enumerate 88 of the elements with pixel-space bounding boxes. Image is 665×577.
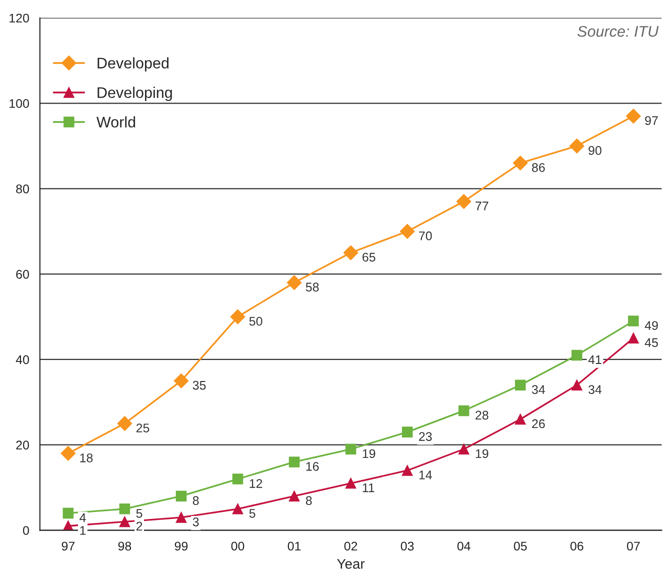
data-label: 11 (362, 483, 374, 492)
data-label: 50 (249, 316, 262, 326)
data-label: 18 (80, 453, 93, 462)
x-tick-label: 04 (457, 542, 470, 551)
point (230, 309, 246, 324)
point (628, 316, 639, 326)
point (288, 490, 300, 502)
legend-label: World (96, 116, 136, 128)
point (458, 405, 470, 416)
point (514, 380, 526, 390)
point (286, 275, 302, 290)
point (119, 516, 130, 528)
point (569, 138, 584, 154)
y-tick-label: 20 (16, 440, 29, 450)
data-label: 25 (136, 424, 150, 432)
data-label: 5 (249, 509, 256, 518)
y-tick-label: 0 (23, 526, 29, 535)
point (626, 108, 641, 124)
data-label: 2 (136, 522, 142, 531)
data-label: 14 (419, 470, 432, 480)
point (117, 416, 132, 431)
data-label: 16 (306, 462, 319, 471)
point (458, 444, 470, 455)
data-label: 35 (192, 380, 206, 390)
x-tick-label: 97 (62, 542, 74, 551)
y-tick-label: 40 (16, 355, 29, 364)
data-label: 90 (588, 146, 602, 155)
data-label: 19 (476, 449, 488, 458)
point (456, 194, 472, 209)
x-tick-label: 99 (174, 542, 188, 551)
point (345, 444, 356, 455)
point (572, 350, 582, 361)
point (62, 508, 74, 519)
data-label: 70 (419, 231, 432, 240)
x-tick-label: 03 (400, 542, 414, 551)
legend-label: Developing (98, 86, 172, 102)
data-label: 77 (476, 202, 488, 210)
x-tick-label: 98 (118, 542, 132, 551)
data-label: 8 (306, 496, 312, 506)
point (60, 446, 76, 461)
data-label: 28 (476, 410, 488, 420)
legend-label: Developed (98, 57, 168, 72)
data-label: 12 (250, 479, 262, 488)
point (176, 490, 187, 502)
x-tick-label: 07 (626, 542, 640, 551)
data-label: 3 (192, 518, 199, 526)
x-tick-label: 02 (344, 542, 358, 551)
point (343, 245, 358, 260)
data-label: 34 (532, 385, 546, 394)
point (514, 414, 526, 425)
data-label: 58 (306, 282, 319, 292)
data-label: 86 (532, 163, 545, 172)
point (232, 474, 244, 484)
y-tick-label: 80 (16, 184, 29, 194)
point (402, 465, 413, 476)
data-label: 49 (644, 321, 658, 330)
point (345, 478, 356, 489)
annotation: Source: ITU (577, 26, 659, 37)
x-tick-label: 06 (570, 542, 584, 551)
data-label: 41 (588, 355, 602, 364)
x-tick-label: 01 (288, 542, 301, 551)
data-label: 23 (419, 432, 432, 441)
point (400, 224, 415, 239)
data-label: 26 (532, 419, 545, 428)
y-tick-label: 100 (10, 99, 29, 108)
point (174, 373, 189, 388)
data-label: 19 (362, 449, 376, 458)
x-axis-title: Year (337, 559, 365, 569)
data-label: 65 (362, 252, 376, 262)
point (176, 512, 187, 523)
data-label: 34 (588, 385, 602, 394)
data-label: 4 (80, 513, 86, 522)
data-label: 45 (644, 338, 658, 348)
point (512, 156, 528, 170)
data-label: 8 (192, 496, 199, 506)
x-tick-label: 00 (231, 542, 244, 551)
y-tick-label: 60 (16, 270, 29, 279)
point (572, 380, 582, 390)
point (288, 456, 300, 468)
point (119, 504, 130, 514)
point (402, 426, 413, 438)
x-tick-label: 05 (514, 542, 527, 551)
point (232, 504, 244, 514)
y-tick-label: 120 (10, 14, 29, 23)
data-label: 97 (645, 116, 658, 126)
data-label: 5 (136, 509, 142, 518)
point (628, 332, 639, 344)
data-label: 1 (80, 526, 86, 535)
